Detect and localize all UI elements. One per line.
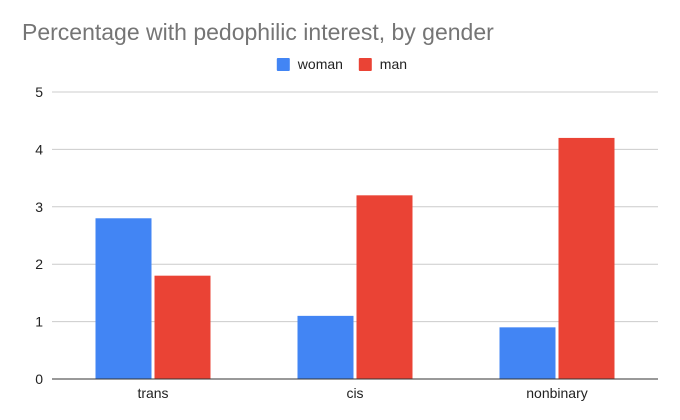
legend-label-woman: woman <box>297 56 343 72</box>
y-tick-label: 3 <box>35 199 43 215</box>
y-tick-label: 2 <box>35 256 43 272</box>
x-tick-label: nonbinary <box>526 385 588 401</box>
x-axis-tick-labels: trans cis nonbinary <box>137 385 587 401</box>
y-axis-tick-labels: 0 1 2 3 4 5 <box>35 84 43 387</box>
legend-swatch-man <box>358 58 372 71</box>
legend: woman man <box>276 56 407 72</box>
x-tick-label: trans <box>137 385 168 401</box>
bar-man-trans <box>154 275 211 379</box>
bar-man-cis <box>356 195 413 379</box>
bar-man-nonbinary <box>558 137 615 379</box>
y-tick-label: 4 <box>35 141 43 157</box>
grid <box>52 91 658 323</box>
x-tick-label: cis <box>346 385 363 401</box>
bar-woman-trans <box>95 218 152 379</box>
chart-title: Percentage with pedophilic interest, by … <box>22 19 494 45</box>
bar-woman-cis <box>297 315 354 379</box>
y-tick-label: 1 <box>35 314 43 330</box>
bars <box>95 137 615 379</box>
legend-swatch-woman <box>276 58 290 71</box>
y-tick-label: 5 <box>35 84 43 100</box>
bar-woman-nonbinary <box>499 327 556 379</box>
y-tick-label: 0 <box>35 371 43 387</box>
legend-label-man: man <box>380 56 407 72</box>
